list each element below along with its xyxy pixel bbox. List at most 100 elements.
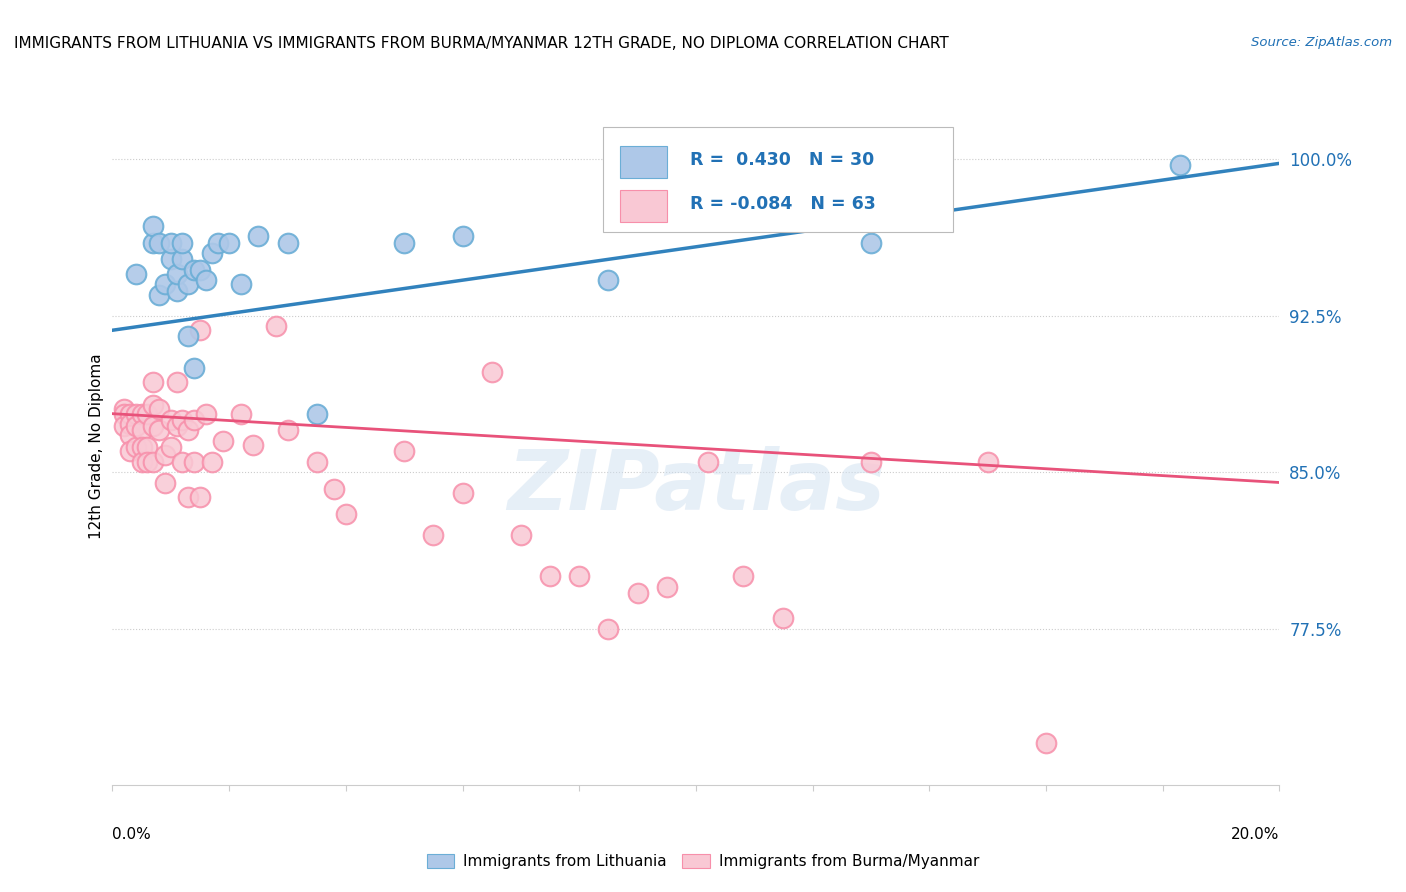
Point (183, 262, 205, 277)
Point (188, 262, 211, 277)
Point (481, 365, 503, 379)
Text: Source: ZipAtlas.com: Source: ZipAtlas.com (1251, 36, 1392, 49)
Point (160, 413, 183, 427)
Point (142, 419, 165, 434)
Point (394, 235, 416, 250)
Point (125, 267, 148, 281)
Point (194, 273, 217, 287)
Point (142, 455, 165, 469)
Y-axis label: 12th Grade, No Diploma: 12th Grade, No Diploma (89, 353, 104, 539)
Point (136, 440, 159, 454)
Point (860, 455, 883, 469)
Point (207, 235, 229, 250)
Point (142, 398, 165, 412)
Point (131, 455, 153, 469)
Text: IMMIGRANTS FROM LITHUANIA VS IMMIGRANTS FROM BURMA/MYANMAR 12TH GRADE, NO DIPLOM: IMMIGRANTS FROM LITHUANIA VS IMMIGRANTS … (14, 36, 949, 51)
Point (172, 252, 194, 267)
FancyBboxPatch shape (603, 128, 953, 233)
Point (976, 455, 998, 469)
Point (229, 277, 252, 292)
Point (276, 235, 298, 250)
Point (148, 423, 170, 437)
Point (136, 455, 159, 469)
Point (160, 440, 183, 454)
Point (148, 235, 170, 250)
Point (118, 407, 141, 421)
Point (229, 407, 252, 421)
Point (860, 235, 883, 250)
Point (218, 235, 240, 250)
Point (125, 407, 148, 421)
Point (212, 434, 235, 448)
Point (142, 235, 165, 250)
Point (731, 569, 754, 583)
Legend: Immigrants from Lithuania, Immigrants from Burma/Myanmar: Immigrants from Lithuania, Immigrants fr… (420, 847, 986, 875)
Point (335, 507, 357, 521)
Text: R =  0.430   N = 30: R = 0.430 N = 30 (690, 151, 875, 169)
Point (188, 323, 211, 337)
Point (172, 235, 194, 250)
Text: R = -0.084   N = 63: R = -0.084 N = 63 (690, 195, 876, 213)
Point (172, 455, 194, 469)
Text: 0.0%: 0.0% (112, 827, 152, 841)
Point (112, 402, 135, 417)
Point (153, 475, 176, 490)
Point (305, 455, 328, 469)
Point (125, 419, 148, 434)
Point (451, 486, 474, 500)
Point (568, 569, 591, 583)
Point (183, 360, 205, 375)
Point (177, 490, 200, 504)
Point (166, 376, 188, 390)
Point (172, 413, 194, 427)
Point (772, 611, 794, 625)
Point (166, 419, 188, 434)
Point (201, 246, 224, 260)
Point (201, 455, 224, 469)
Point (118, 444, 141, 458)
Point (166, 284, 188, 298)
Point (112, 419, 135, 434)
Point (177, 329, 200, 343)
Point (696, 455, 718, 469)
Point (242, 438, 264, 452)
Point (153, 449, 176, 463)
Point (148, 402, 170, 417)
Point (188, 490, 211, 504)
Point (538, 569, 561, 583)
Point (598, 622, 620, 636)
Point (194, 407, 217, 421)
Point (118, 427, 141, 442)
Point (142, 219, 165, 233)
Point (323, 482, 346, 496)
Point (142, 376, 165, 390)
Point (131, 440, 153, 454)
Point (451, 229, 474, 244)
Point (125, 440, 148, 454)
Point (166, 267, 188, 281)
Point (264, 319, 287, 334)
Point (160, 235, 183, 250)
FancyBboxPatch shape (620, 145, 666, 178)
Point (1168, 158, 1191, 172)
Point (627, 586, 650, 600)
Text: 20.0%: 20.0% (1232, 827, 1279, 841)
Point (131, 423, 153, 437)
Point (655, 580, 678, 594)
Point (305, 407, 328, 421)
Point (394, 444, 416, 458)
Point (183, 413, 205, 427)
Point (112, 407, 135, 421)
Text: ZIPatlas: ZIPatlas (508, 446, 884, 527)
Point (183, 455, 205, 469)
Point (136, 407, 159, 421)
Point (153, 277, 176, 292)
Point (177, 423, 200, 437)
Point (118, 417, 141, 431)
Point (276, 423, 298, 437)
Point (177, 277, 200, 292)
Point (160, 252, 183, 267)
Point (422, 527, 444, 541)
Point (598, 273, 620, 287)
Point (131, 407, 153, 421)
